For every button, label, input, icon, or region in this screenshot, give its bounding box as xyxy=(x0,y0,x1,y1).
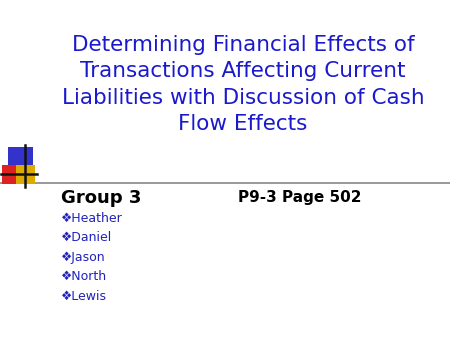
Text: Determining Financial Effects of
Transactions Affecting Current
Liabilities with: Determining Financial Effects of Transac… xyxy=(62,35,424,134)
Text: P9-3 Page 502: P9-3 Page 502 xyxy=(238,190,362,205)
Text: ❖Lewis: ❖Lewis xyxy=(61,290,107,303)
Text: ❖North: ❖North xyxy=(61,270,107,283)
Text: ❖Daniel: ❖Daniel xyxy=(61,231,112,244)
Bar xyxy=(16,165,35,184)
Text: ❖Jason: ❖Jason xyxy=(61,251,105,264)
Text: ❖Heather: ❖Heather xyxy=(61,212,122,224)
Bar xyxy=(2,165,21,184)
Bar xyxy=(8,147,33,172)
Text: Group 3: Group 3 xyxy=(61,189,141,207)
